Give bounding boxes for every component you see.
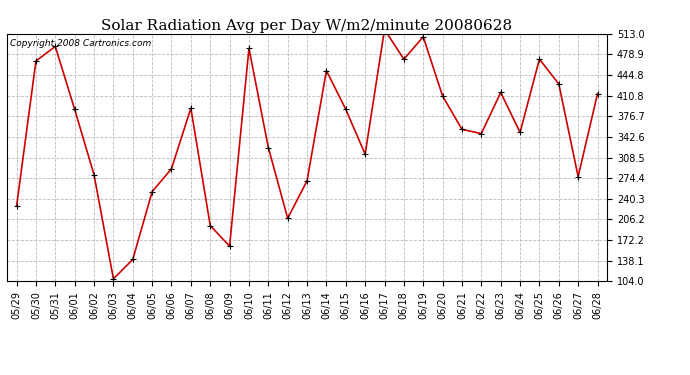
Text: Copyright 2008 Cartronics.com: Copyright 2008 Cartronics.com — [10, 39, 151, 48]
Title: Solar Radiation Avg per Day W/m2/minute 20080628: Solar Radiation Avg per Day W/m2/minute … — [101, 19, 513, 33]
